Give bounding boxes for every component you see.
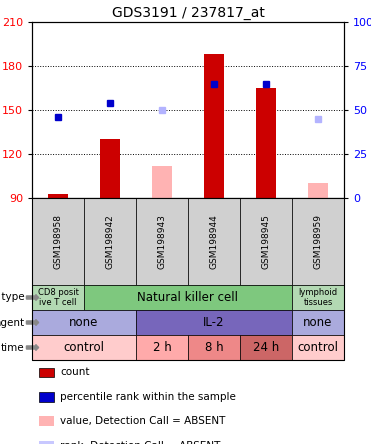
Text: control: control bbox=[63, 341, 105, 354]
Text: 24 h: 24 h bbox=[253, 341, 279, 354]
Text: GSM198942: GSM198942 bbox=[105, 214, 115, 269]
Text: lymphoid
tissues: lymphoid tissues bbox=[298, 288, 338, 307]
Text: none: none bbox=[303, 316, 333, 329]
Text: agent: agent bbox=[0, 317, 24, 328]
Bar bbox=[47, 194, 68, 198]
Text: GSM198943: GSM198943 bbox=[158, 214, 167, 269]
Text: GSM198944: GSM198944 bbox=[210, 214, 219, 269]
Text: GSM198958: GSM198958 bbox=[53, 214, 62, 269]
Text: GSM198959: GSM198959 bbox=[313, 214, 322, 269]
Bar bbox=[256, 88, 276, 198]
Bar bbox=[99, 139, 121, 198]
Text: IL-2: IL-2 bbox=[203, 316, 225, 329]
Text: CD8 posit
ive T cell: CD8 posit ive T cell bbox=[37, 288, 78, 307]
Text: percentile rank within the sample: percentile rank within the sample bbox=[60, 392, 236, 402]
Bar bbox=[308, 183, 328, 198]
Text: Natural killer cell: Natural killer cell bbox=[138, 291, 239, 304]
Text: 2 h: 2 h bbox=[152, 341, 171, 354]
Bar bbox=[204, 54, 224, 198]
Text: 8 h: 8 h bbox=[205, 341, 223, 354]
Text: count: count bbox=[60, 368, 90, 377]
Text: none: none bbox=[69, 316, 99, 329]
Text: cell type: cell type bbox=[0, 293, 24, 302]
Bar bbox=[152, 166, 173, 198]
Text: control: control bbox=[298, 341, 338, 354]
Text: GSM198945: GSM198945 bbox=[262, 214, 270, 269]
Text: rank, Detection Call = ABSENT: rank, Detection Call = ABSENT bbox=[60, 441, 221, 444]
Text: time: time bbox=[1, 342, 24, 353]
Text: value, Detection Call = ABSENT: value, Detection Call = ABSENT bbox=[60, 416, 226, 426]
Title: GDS3191 / 237817_at: GDS3191 / 237817_at bbox=[112, 6, 265, 20]
